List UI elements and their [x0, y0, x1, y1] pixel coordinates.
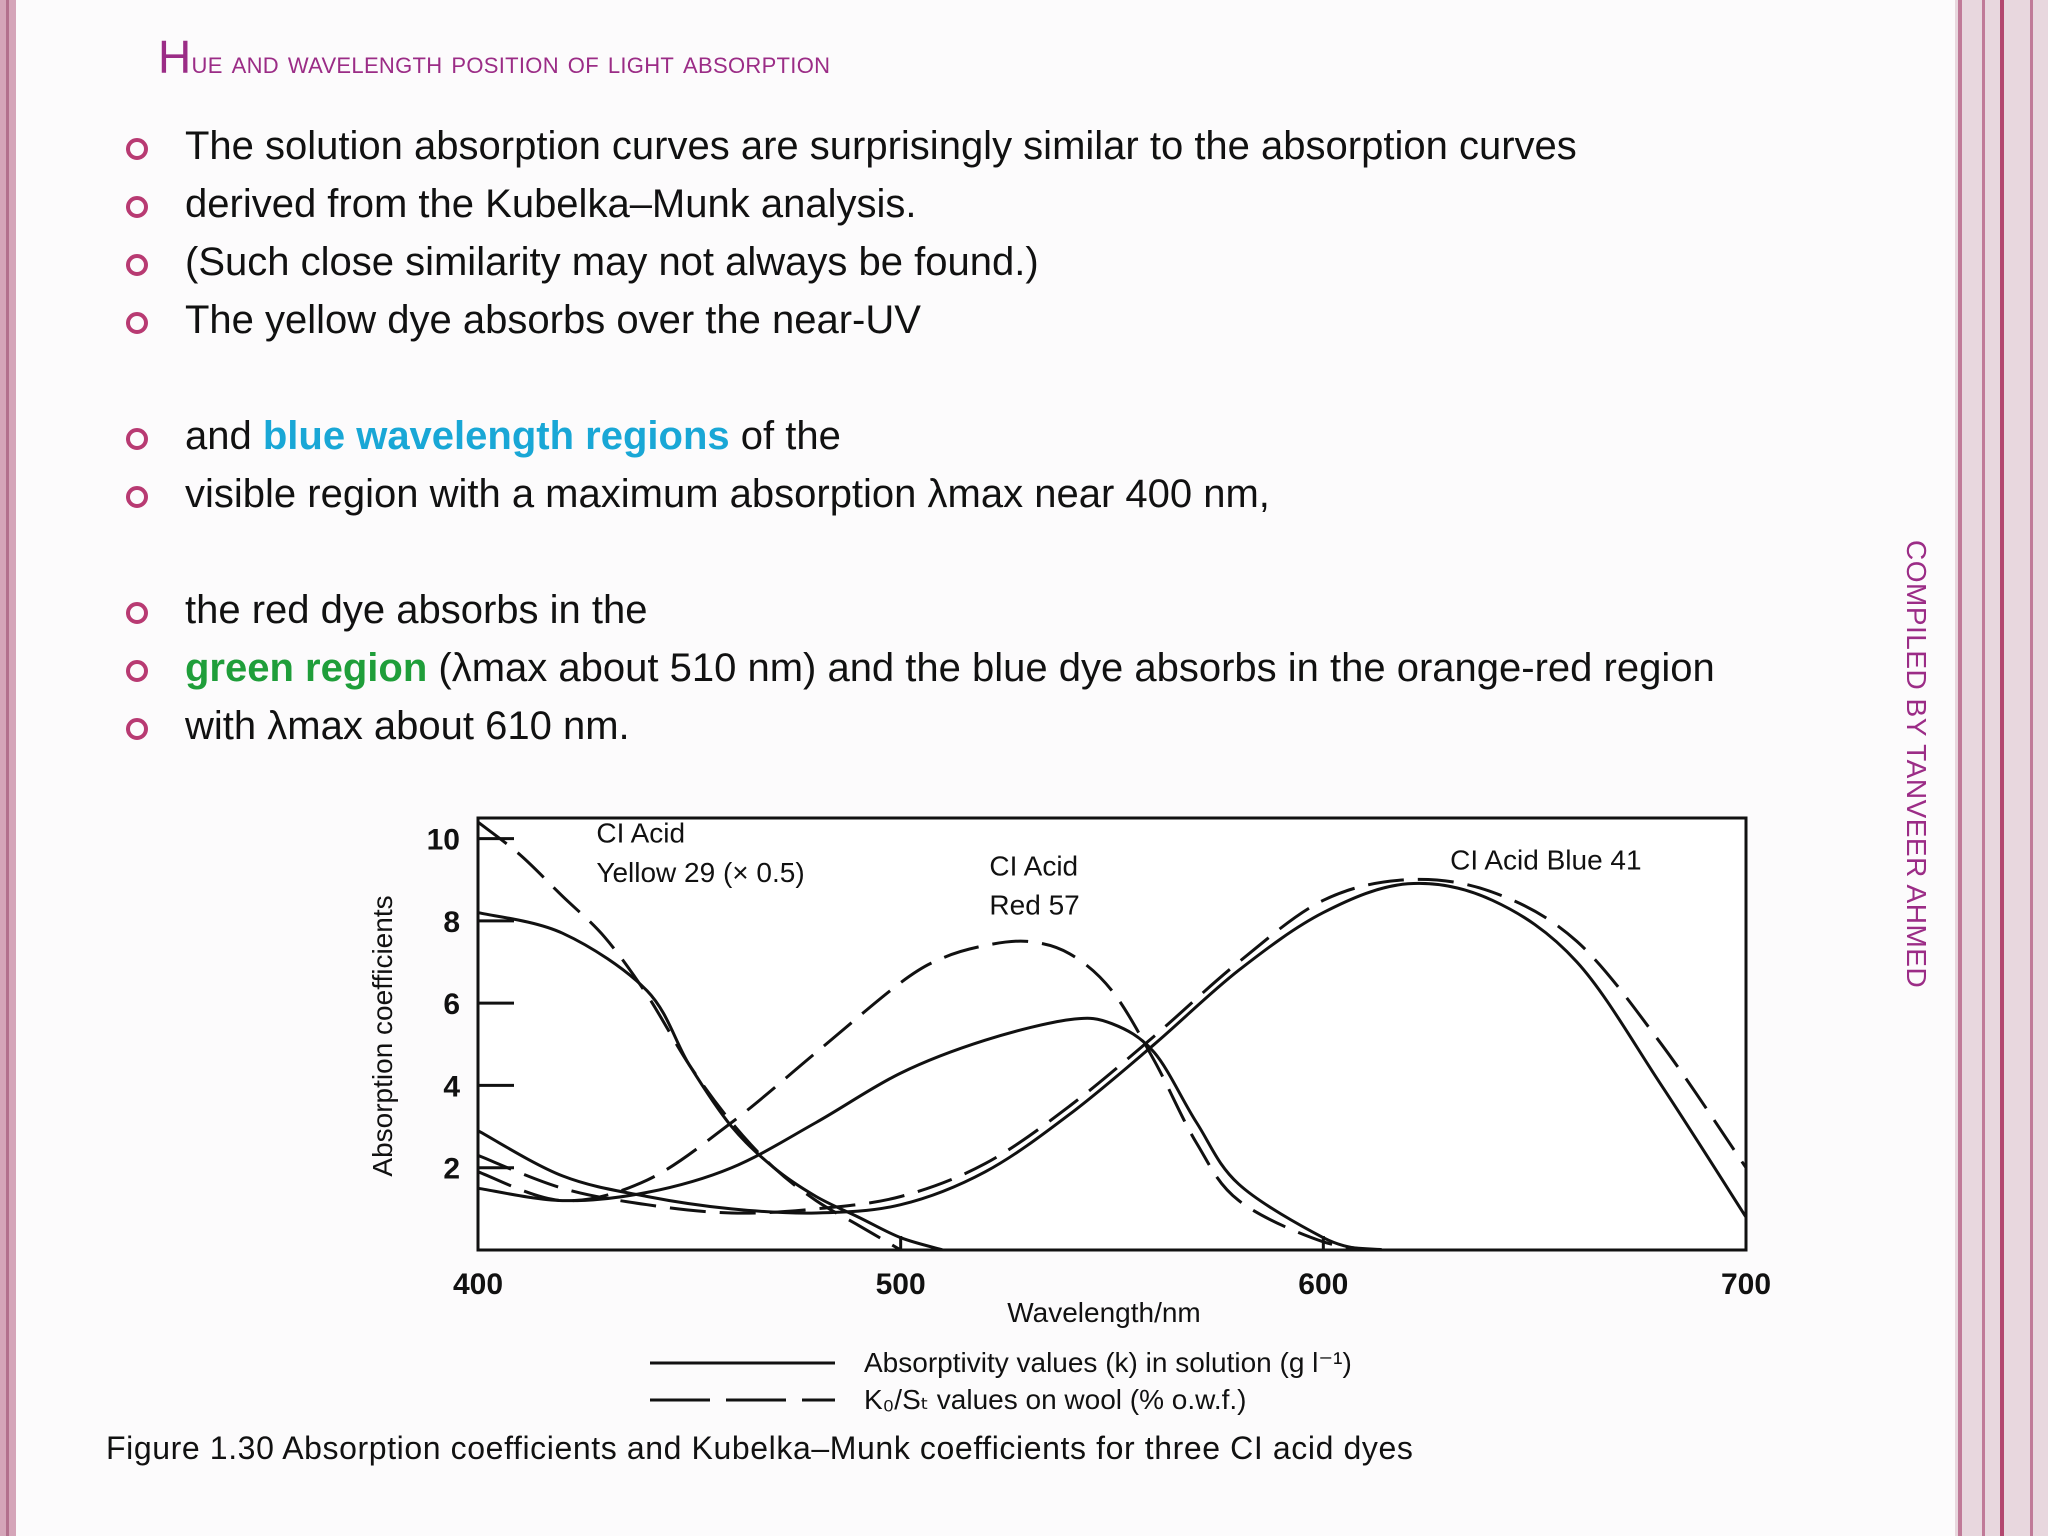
bullet-circle-icon [126, 428, 148, 450]
series-line-ci-acid-yellow-29-0-5-solid [477, 911, 944, 1252]
plot-frame [476, 816, 1748, 1252]
right-accent-line [2030, 0, 2033, 1536]
bullet-text-pre: and [185, 414, 263, 458]
bullet-text: and blue wavelength regions of the [185, 414, 841, 459]
right-accent-line [2000, 0, 2004, 1536]
legend-dashed-label: K₀/Sₜ values on wool (% o.w.f.) [864, 1384, 1246, 1415]
series-line-ci-acid-red-57-solid [477, 1016, 1367, 1252]
bullet-text: derived from the Kubelka–Munk analysis. [185, 182, 917, 226]
x-tick-label: 500 [876, 1268, 926, 1301]
series-line-ci-acid-blue-41-dashed [477, 877, 1748, 1215]
y-tick-label: 4 [443, 1070, 460, 1103]
bullet-text: visible region with a maximum absorption… [185, 472, 1270, 516]
bullet-circle-icon [126, 718, 148, 740]
y-axis-label: Absorption coefficients [367, 895, 398, 1176]
bullet-circle-icon [126, 138, 148, 160]
bullet-circle-icon [126, 254, 148, 276]
chart-annotation: CI Acid Blue 41 [1450, 844, 1641, 875]
bullet-text: The solution absorption curves are surpr… [185, 124, 1577, 168]
chart-annotation: Red 57 [989, 890, 1079, 921]
x-tick-label: 400 [453, 1268, 503, 1301]
chart-annotation: Yellow 29 (× 0.5) [596, 857, 804, 888]
bullet-text: with λmax about 610 nm. [185, 704, 630, 748]
bullet-circle-icon [126, 602, 148, 624]
y-tick-label: 8 [443, 906, 460, 939]
bullet-text: The yellow dye absorbs over the near-UV [185, 298, 921, 342]
chart-annotation: CI Acid [989, 851, 1078, 882]
bullet-circle-icon [126, 486, 148, 508]
side-author-text: COMPILED BY TANVEER AHMED [1901, 540, 1932, 989]
bullet-text: green region (λmax about 510 nm) and the… [185, 646, 1715, 691]
annotation-layer: CI Acid Yellow 29 (× 0.5) CI Acid Red 57 CI … [596, 818, 1641, 921]
side-author-label: COMPILED BY TANVEER AHMED [1900, 540, 1940, 1080]
legend-solid-label: Absorptivity values (k) in solution (g l… [864, 1347, 1352, 1378]
x-tick-label: 700 [1721, 1268, 1771, 1301]
right-accent-line [1958, 0, 1962, 1536]
bullet-circle-icon [126, 312, 148, 334]
series-layer [477, 820, 1748, 1252]
y-tick-label: 2 [443, 1153, 460, 1186]
figure-caption: Figure 1.30 Absorption coefficients and … [106, 1430, 1414, 1466]
bullet-text-post: (λmax about 510 nm) and the blue dye abs… [427, 646, 1715, 690]
x-axis-label: Wavelength/nm [1007, 1297, 1201, 1328]
y-tick-label: 10 [427, 824, 460, 857]
ticks-layer: 400 500 600 700 2 4 6 8 10 [427, 824, 1771, 1301]
bullet-circle-icon [126, 196, 148, 218]
y-tick-label: 6 [443, 988, 460, 1021]
right-accent-line [1982, 0, 1985, 1536]
bullet-circle-icon [126, 660, 148, 682]
left-accent-line [6, 0, 9, 1536]
bullet-text-post: of the [729, 414, 841, 458]
bullet-text: the red dye absorbs in the [185, 588, 648, 632]
slide-title: Hue and wavelength position of light abs… [158, 31, 831, 83]
x-tick-label: 600 [1298, 1268, 1348, 1301]
series-line-ci-acid-yellow-29-0-5-dashed [477, 820, 902, 1252]
bullet-text: (Such close similarity may not always be… [185, 240, 1039, 284]
highlight-blue-text: blue wavelength regions [262, 414, 730, 458]
series-line-ci-acid-blue-41-solid [477, 881, 1748, 1218]
highlight-green-text: green region [185, 646, 428, 690]
series-line-ci-acid-red-57-dashed [477, 939, 1387, 1252]
chart-annotation: CI Acid [596, 818, 685, 849]
